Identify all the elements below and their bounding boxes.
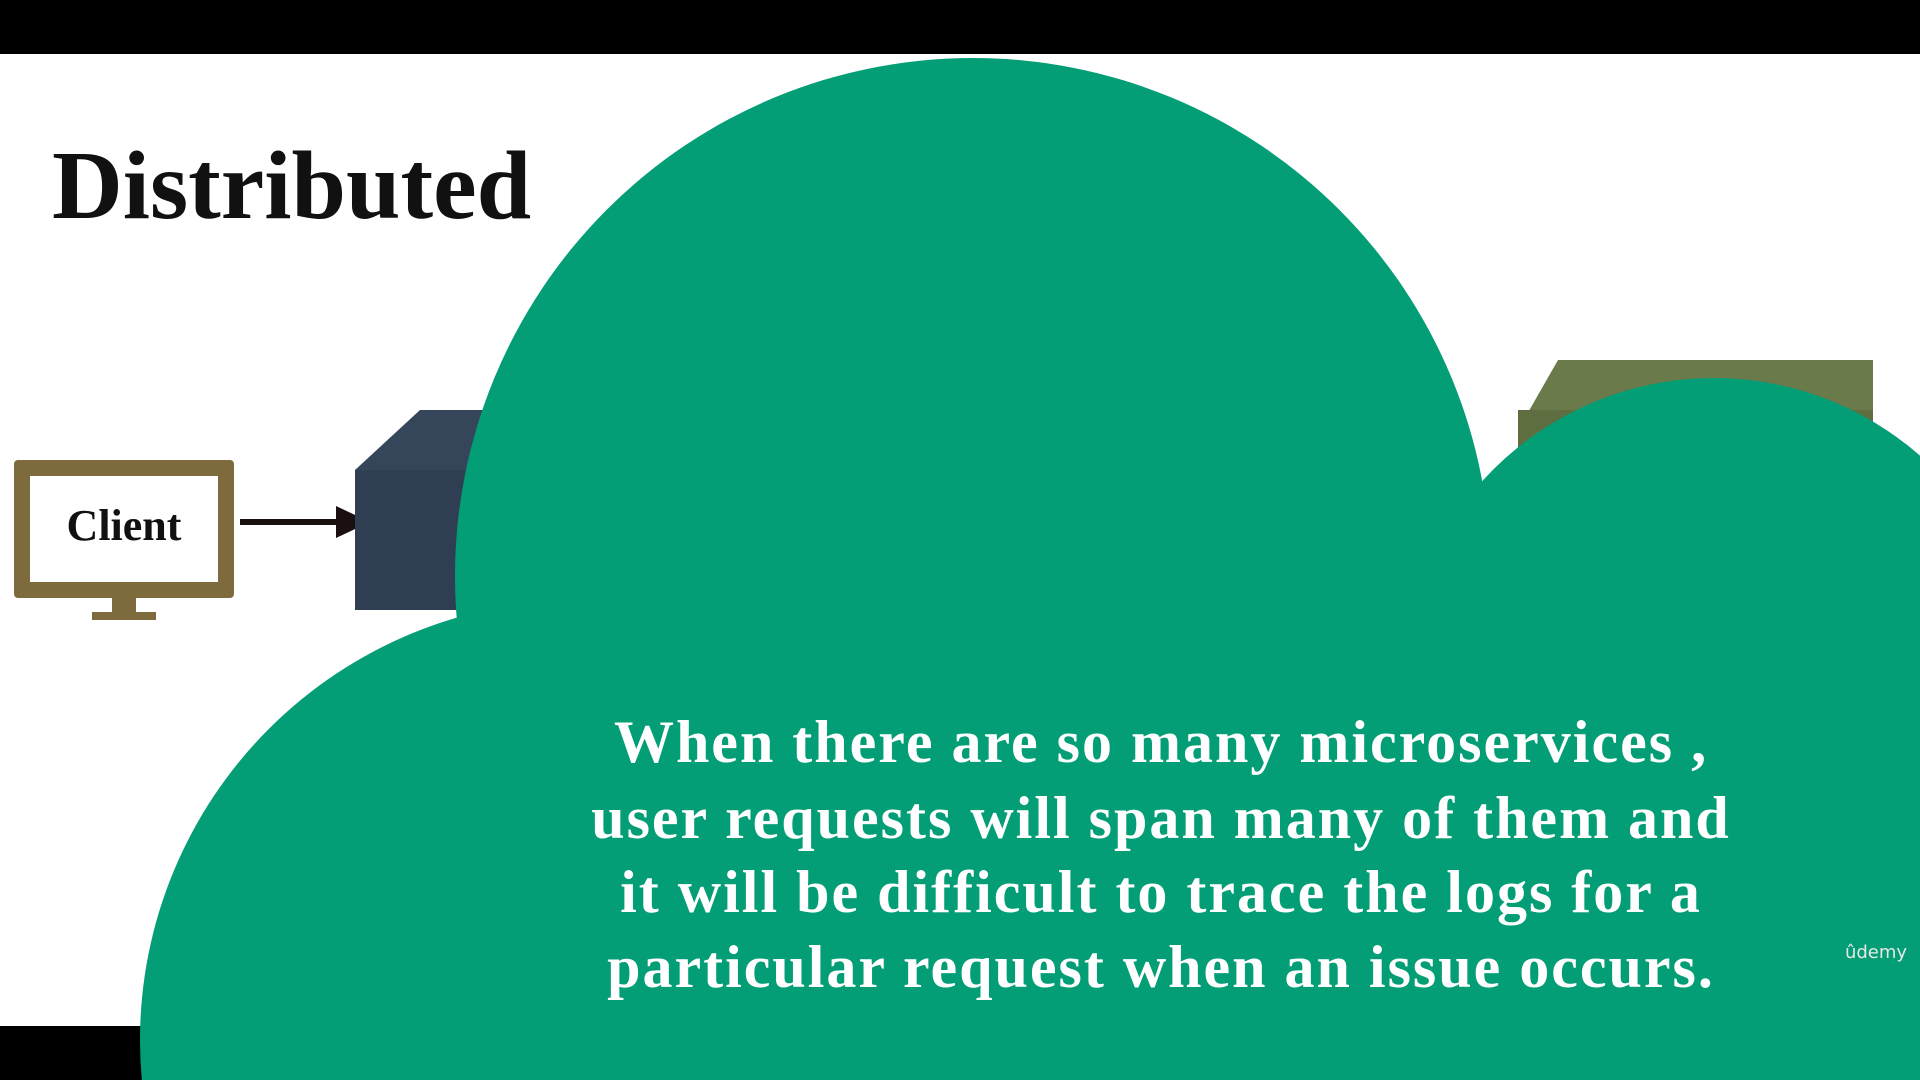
slide-title: Distributed bbox=[52, 132, 531, 240]
monitor-base bbox=[92, 612, 156, 620]
callout-line: When there are so many microservices , bbox=[614, 709, 1708, 775]
callout-line: particular request when an issue occurs. bbox=[607, 934, 1715, 1000]
arrow-head bbox=[336, 506, 370, 538]
callout-text: When there are so many microservices , u… bbox=[591, 709, 1731, 1000]
cloud bbox=[140, 58, 1920, 1080]
watermark: ûdemy bbox=[1845, 942, 1907, 963]
client-label: Client bbox=[67, 501, 182, 550]
monitor-screen bbox=[30, 476, 218, 582]
callout-line: it will be difficult to trace the logs f… bbox=[620, 859, 1702, 925]
monitor-neck bbox=[112, 598, 136, 612]
client-monitor: Client bbox=[14, 460, 234, 620]
callout-line: user requests will span many of them and bbox=[591, 785, 1731, 851]
cloud-body bbox=[500, 700, 1920, 1080]
arrow bbox=[240, 506, 370, 538]
